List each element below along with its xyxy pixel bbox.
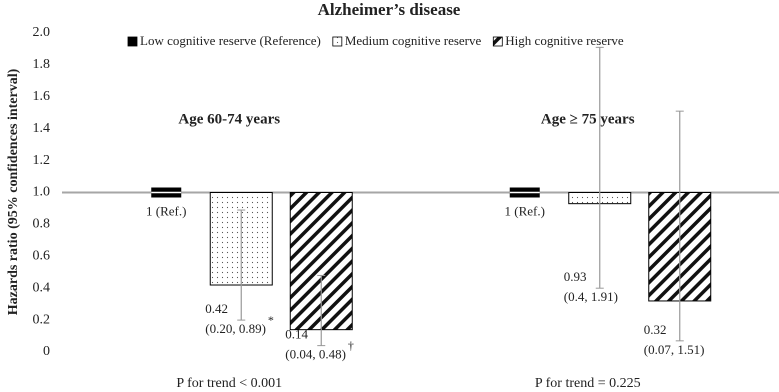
y-tick-label: 0.8 [33, 217, 51, 232]
legend-swatch [492, 36, 503, 47]
chart-title: Alzheimer’s disease [318, 0, 461, 19]
y-tick-label: 1.8 [33, 57, 51, 72]
legend-label: Low cognitive reserve (Reference) [140, 33, 321, 48]
y-tick-label: 1.4 [33, 121, 51, 136]
y-tick-label: 1.0 [33, 185, 51, 200]
y-tick-label: 1.2 [33, 153, 51, 168]
value-label: 0.93 [564, 269, 587, 284]
legend-label: High cognitive reserve [505, 33, 624, 48]
value-label: 0.32 [644, 322, 667, 337]
trend-label: P for trend = 0.225 [535, 376, 641, 391]
value-label: 0.42 [205, 301, 228, 316]
y-tick-label: 0.2 [33, 312, 51, 327]
trend-label: P for trend < 0.001 [176, 376, 282, 391]
y-axis-title: Hazards ratio (95% confidences interval) [6, 68, 21, 315]
y-tick-label: 0 [43, 344, 50, 359]
group-label: Age ≥ 75 years [541, 111, 635, 127]
legend-swatch [127, 36, 138, 47]
y-tick-label: 0.6 [33, 249, 51, 264]
y-tick-label: 2.0 [33, 25, 51, 40]
note-mark: † [348, 338, 354, 352]
ci-label: (0.07, 1.51) [644, 342, 705, 357]
note-mark: * [268, 313, 274, 327]
legend-label: Medium cognitive reserve [345, 33, 482, 48]
ci-label: (0.4, 1.91) [564, 289, 618, 304]
y-tick-label: 0.4 [33, 280, 51, 295]
value-label: 0.14 [285, 327, 308, 342]
y-tick-label: 1.6 [33, 89, 51, 104]
legend-swatch [332, 36, 343, 47]
ci-label: (0.20, 0.89) [205, 321, 266, 336]
group-label: Age 60-74 years [178, 111, 280, 127]
ci-label: (0.04, 0.48) [285, 347, 346, 362]
value-label: 1 (Ref.) [146, 203, 186, 218]
value-label: 1 (Ref.) [505, 203, 545, 218]
